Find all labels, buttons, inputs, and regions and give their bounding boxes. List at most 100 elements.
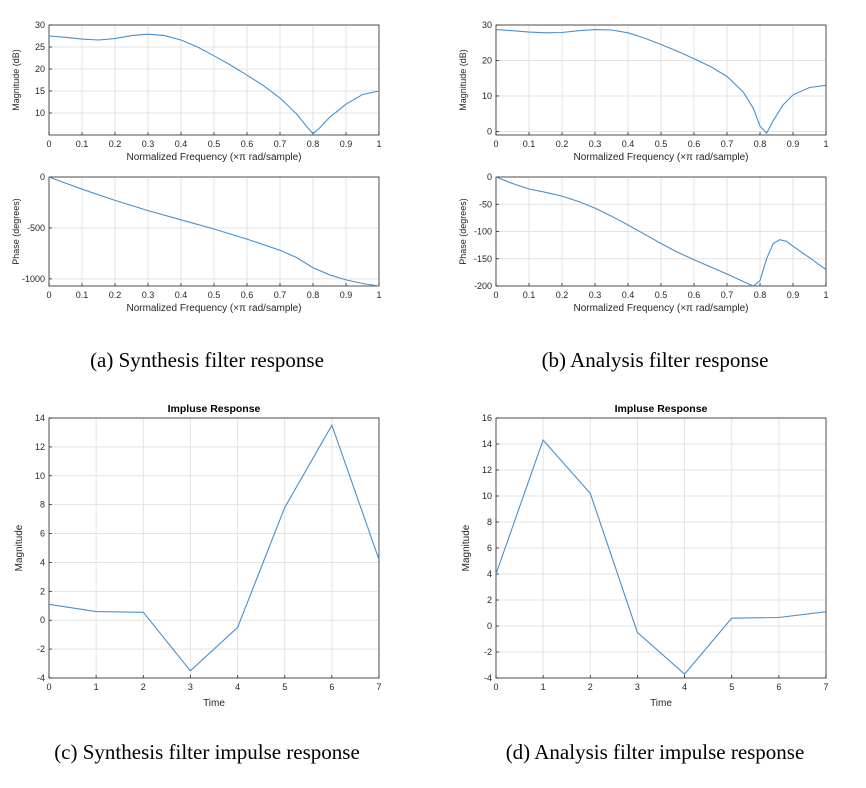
series-line: [495, 439, 827, 675]
x-tick-label: 0: [46, 682, 51, 692]
y-tick-label: -2: [37, 644, 45, 654]
y-tick-label: -1000: [22, 274, 45, 284]
x-axis-label: Time: [203, 698, 225, 709]
x-tick-label: 0.3: [142, 139, 155, 149]
y-tick-label: 10: [35, 471, 45, 481]
x-tick-label: 0.1: [76, 139, 89, 149]
x-tick-label: 4: [235, 682, 240, 692]
y-tick-label: 10: [482, 91, 492, 101]
caption-b: (b) Analysis filter response: [542, 348, 769, 372]
plot-frame: [48, 176, 380, 287]
x-tick-label: 0.1: [523, 139, 536, 149]
series-line: [495, 29, 827, 135]
x-tick-label: 0.3: [142, 290, 155, 300]
caption-a: (a) Synthesis filter response: [90, 348, 324, 372]
x-tick-label: 7: [376, 682, 381, 692]
x-tick-label: 0.2: [556, 290, 569, 300]
x-axis-label: Normalized Frequency (×π rad/sample): [573, 152, 748, 163]
y-tick-label: 14: [35, 413, 45, 423]
y-tick-label: 20: [35, 64, 45, 74]
x-tick-label: 6: [329, 682, 334, 692]
chart-5: 0 1 2 3 4 5 6 7-4-202468101214TimeMagnitudeImpl…: [14, 403, 382, 709]
y-axis-label: Magnitude: [461, 524, 472, 571]
y-tick-label: 2: [40, 586, 45, 596]
x-tick-label: 1: [823, 139, 828, 149]
x-tick-label: 0: [493, 290, 498, 300]
x-tick-label: 0.5: [655, 290, 668, 300]
x-tick-label: 0.8: [754, 290, 767, 300]
x-tick-label: 3: [188, 682, 193, 692]
chart-1: 0 0.1 0.2 0.3 0.4 0.5 0.6 0.7 0.8 0.9 1 10 15 20 25 30 N…: [11, 20, 382, 163]
x-tick-label: 0: [493, 139, 498, 149]
y-tick-label: 2: [487, 595, 492, 605]
x-tick-label: 0.5: [208, 139, 221, 149]
y-tick-label: 20: [482, 55, 492, 65]
y-tick-label: -150: [474, 254, 492, 264]
x-tick-label: 0: [46, 290, 51, 300]
y-axis-label: Magnitude (dB): [11, 49, 21, 111]
y-tick-label: -100: [474, 227, 492, 237]
x-tick-label: 2: [141, 682, 146, 692]
chart-title: Impluse Response: [615, 403, 708, 415]
plot-frame: [495, 417, 827, 679]
y-tick-label: 0: [487, 126, 492, 136]
y-tick-label: 0: [40, 172, 45, 182]
x-tick-label: 0.9: [340, 139, 353, 149]
y-tick-label: 0: [40, 615, 45, 625]
y-tick-label: 6: [40, 529, 45, 539]
y-tick-label: -4: [37, 673, 45, 683]
y-tick-label: 30: [35, 20, 45, 30]
caption-c: (c) Synthesis filter impulse response: [54, 740, 360, 764]
y-axis-label: Magnitude (dB): [458, 49, 468, 111]
x-tick-label: 0.9: [787, 290, 800, 300]
caption-d: (d) Analysis filter impulse response: [506, 740, 805, 764]
x-tick-label: 1: [823, 290, 828, 300]
x-axis-label: Normalized Frequency (×π rad/sample): [573, 303, 748, 314]
x-tick-label: 0: [46, 139, 51, 149]
x-tick-label: 1: [94, 682, 99, 692]
chart-4: 0 0.1 0.2 0.3 0.4 0.5 0.6 0.7 0.8 0.9 1 -200 -150 -10…: [458, 172, 829, 314]
x-tick-label: 0.8: [307, 290, 320, 300]
x-axis-label: Time: [650, 698, 672, 709]
y-tick-label: 0: [487, 621, 492, 631]
x-tick-label: 0.7: [274, 290, 287, 300]
x-tick-label: 1: [376, 290, 381, 300]
x-tick-label: 0.9: [340, 290, 353, 300]
y-tick-label: 14: [482, 439, 492, 449]
x-tick-label: 1: [376, 139, 381, 149]
x-tick-label: 0.6: [688, 290, 701, 300]
y-tick-label: 25: [35, 42, 45, 52]
y-tick-label: 8: [487, 517, 492, 527]
x-tick-label: 0.4: [175, 290, 188, 300]
x-tick-label: 5: [282, 682, 287, 692]
x-tick-label: 0.2: [109, 139, 122, 149]
chart-title: Impluse Response: [168, 403, 261, 415]
x-tick-label: 0.6: [241, 290, 254, 300]
y-axis-label: Magnitude: [14, 524, 25, 571]
y-axis-label: Phase (degrees): [11, 198, 21, 265]
x-tick-label: 3: [635, 682, 640, 692]
plot-frame: [48, 417, 380, 679]
series-line: [48, 176, 380, 287]
x-tick-label: 0: [493, 682, 498, 692]
y-tick-label: 16: [482, 413, 492, 423]
x-tick-label: 0.8: [754, 139, 767, 149]
y-tick-label: -200: [474, 281, 492, 291]
x-tick-label: 0.2: [556, 139, 569, 149]
series-line: [48, 423, 380, 672]
x-tick-label: 0.7: [721, 139, 734, 149]
x-tick-label: 0.7: [721, 290, 734, 300]
series-line: [48, 33, 380, 135]
x-tick-label: 0.1: [76, 290, 89, 300]
y-tick-label: -4: [484, 673, 492, 683]
y-tick-label: 12: [35, 442, 45, 452]
x-tick-label: 0.6: [241, 139, 254, 149]
x-tick-label: 0.6: [688, 139, 701, 149]
plots-layer: 0 0.1 0.2 0.3 0.4 0.5 0.6 0.7 0.8 0.9 11015202530N…: [11, 20, 829, 709]
x-axis-label: Normalized Frequency (×π rad/sample): [126, 303, 301, 314]
y-tick-label: -500: [27, 223, 45, 233]
x-tick-label: 6: [776, 682, 781, 692]
y-tick-label: 6: [487, 543, 492, 553]
x-tick-label: 0.1: [523, 290, 536, 300]
y-tick-label: 15: [35, 86, 45, 96]
